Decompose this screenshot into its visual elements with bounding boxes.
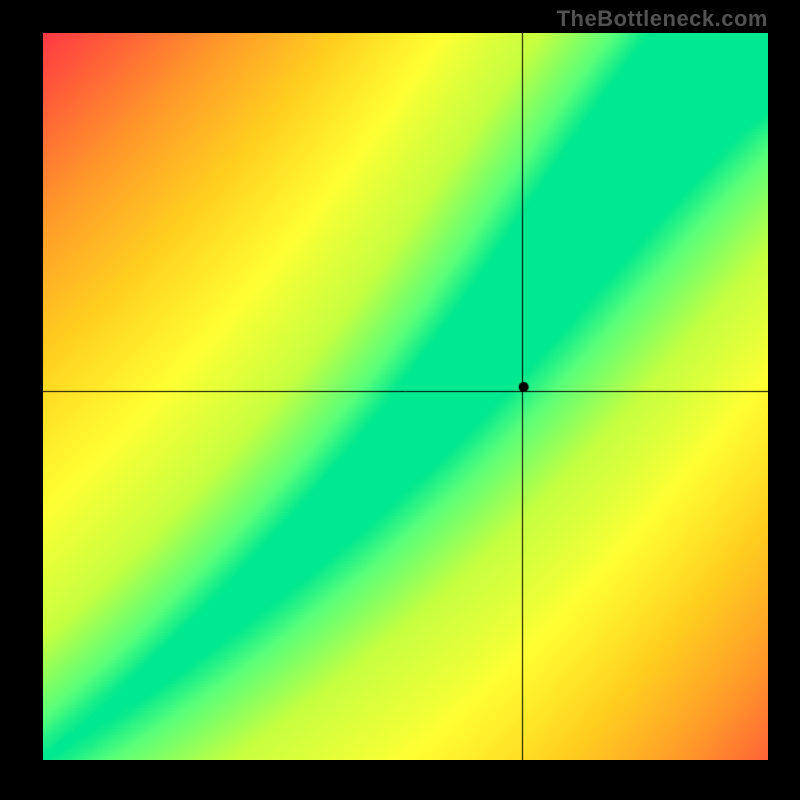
watermark-text: TheBottleneck.com xyxy=(557,6,768,32)
heatmap-plot xyxy=(43,33,768,760)
heatmap-canvas xyxy=(43,33,768,760)
